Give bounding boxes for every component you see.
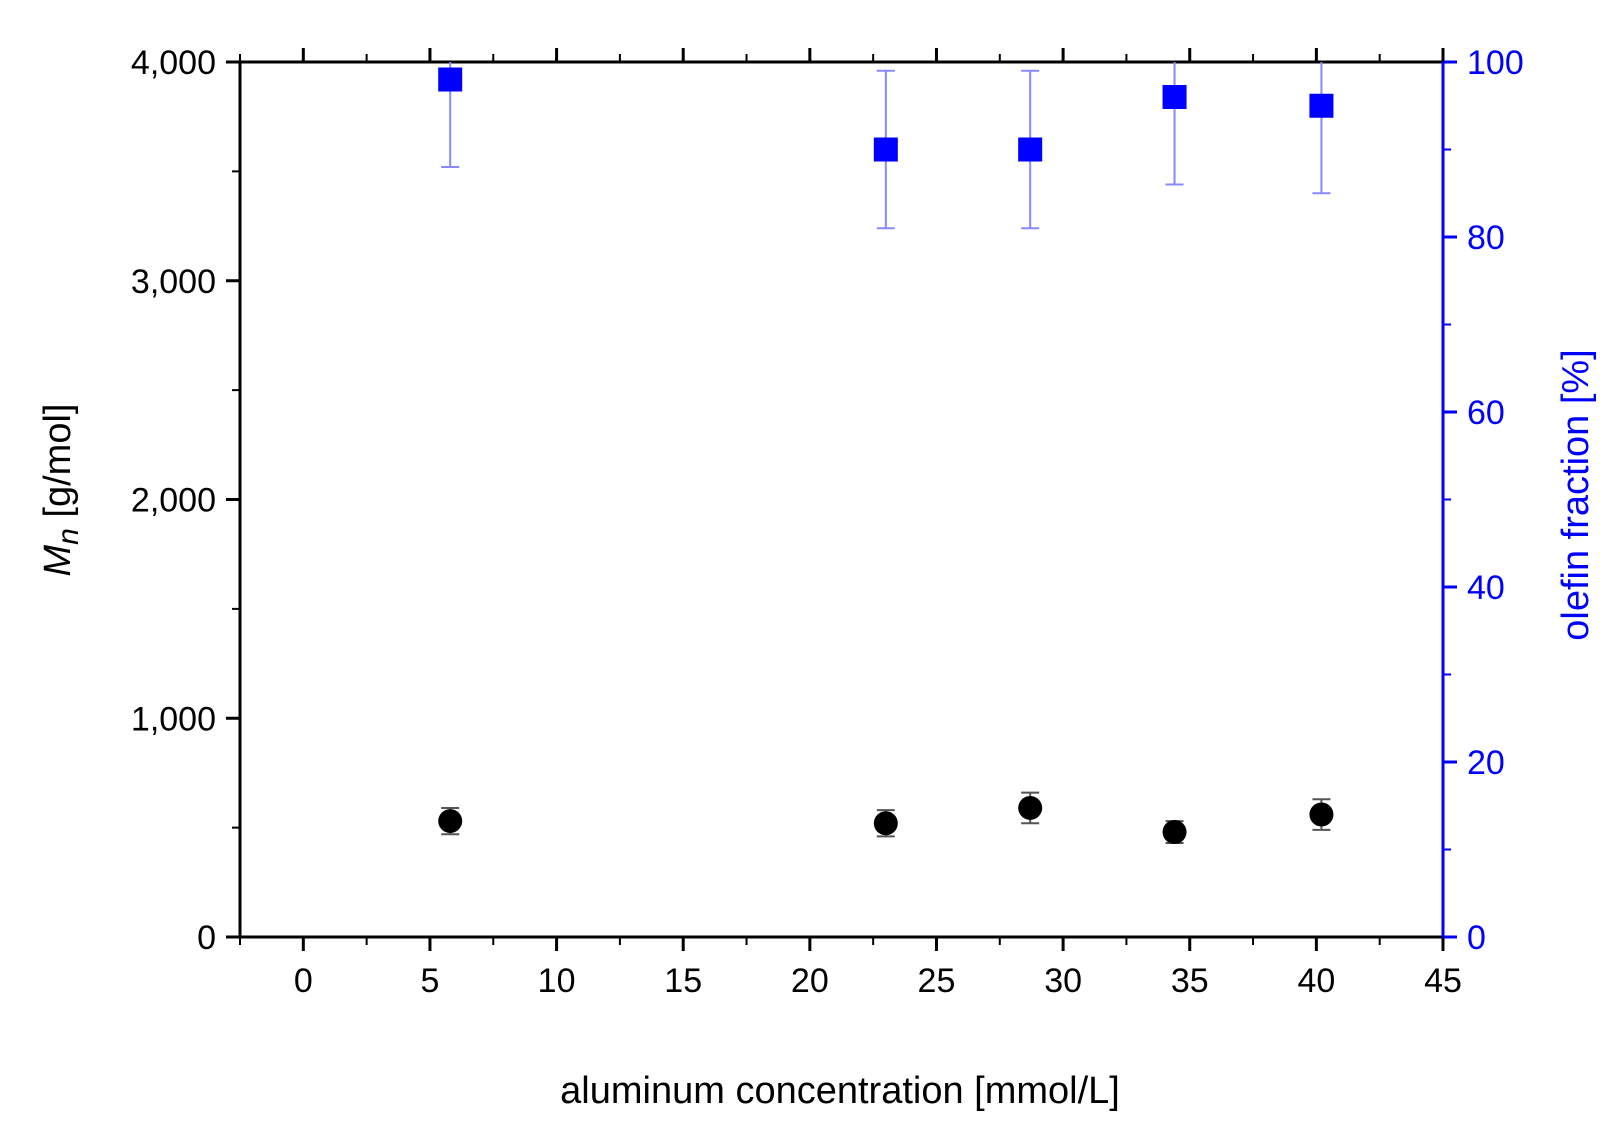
y-axis-title-subscript: n	[52, 528, 85, 545]
plot-frame	[238, 60, 1445, 939]
y2-axis-title: olefin fraction [%]	[1555, 349, 1597, 640]
data-point-circle	[1018, 795, 1043, 820]
x-tick-label: 15	[664, 962, 702, 1000]
x-tick-label: 35	[1171, 962, 1209, 1000]
data-point-circle	[1162, 820, 1187, 844]
data-point-circle	[438, 809, 463, 834]
x-axis-title: aluminum concentration [mmol/L]	[560, 1070, 1120, 1112]
y2-tick-label: 0	[1467, 919, 1486, 957]
y2-tick-label: 40	[1467, 569, 1505, 607]
x-tick-label: 40	[1297, 962, 1335, 1000]
x-tick-label: 25	[918, 962, 956, 1000]
x-axis: 0 5 10 15 20 25 30 35 40 45	[239, 48, 1462, 1000]
y-tick-label: 1,000	[131, 700, 216, 738]
x-tick-label: 45	[1424, 962, 1462, 1000]
data-point-square	[1309, 93, 1334, 118]
series-layer	[438, 62, 1334, 844]
x-tick-label: 30	[1044, 962, 1082, 1000]
y2-tick-label: 20	[1467, 744, 1505, 782]
y-tick-label: 2,000	[131, 482, 216, 520]
data-point-square	[438, 67, 463, 92]
data-point-square	[873, 137, 898, 162]
y2-tick-label: 80	[1467, 219, 1505, 257]
y-axis-title-unit: [g/mol]	[37, 404, 79, 529]
data-point-circle	[873, 811, 898, 836]
y-tick-label: 4,000	[131, 44, 216, 82]
x-tick-label: 20	[791, 962, 829, 1000]
y-tick-label: 0	[197, 919, 216, 957]
data-point-circle	[1309, 802, 1334, 827]
y2-tick-label: 100	[1467, 44, 1524, 82]
data-point-square	[1162, 85, 1187, 109]
y-axis-title: Mn [g/mol]	[37, 404, 85, 577]
data-point-square	[1018, 137, 1043, 162]
y2-tick-label: 60	[1467, 394, 1505, 432]
y-axis-right: 0 20 40 60 80 100	[1443, 44, 1524, 957]
y-axis-title-symbol: M	[37, 544, 79, 576]
y-tick-label: 3,000	[131, 263, 216, 301]
y-axis-left: 0 1,000 2,000 3,000 4,000	[131, 44, 240, 957]
x-tick-label: 10	[538, 962, 576, 1000]
x-tick-label: 5	[420, 962, 439, 1000]
x-tick-label: 0	[294, 962, 313, 1000]
